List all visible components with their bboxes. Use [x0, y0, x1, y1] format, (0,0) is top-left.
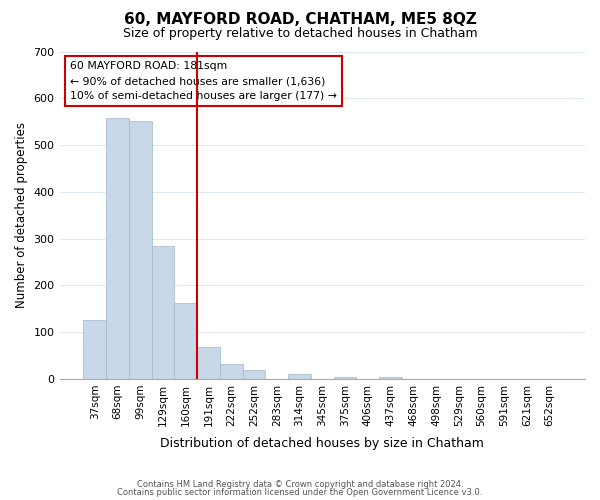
Bar: [288, 374, 311, 379]
Bar: [334, 376, 356, 379]
Text: Contains HM Land Registry data © Crown copyright and database right 2024.: Contains HM Land Registry data © Crown c…: [137, 480, 463, 489]
Bar: [83, 320, 106, 379]
Text: 60 MAYFORD ROAD: 181sqm
← 90% of detached houses are smaller (1,636)
10% of semi: 60 MAYFORD ROAD: 181sqm ← 90% of detache…: [70, 62, 337, 101]
Text: Contains public sector information licensed under the Open Government Licence v3: Contains public sector information licen…: [118, 488, 482, 497]
Y-axis label: Number of detached properties: Number of detached properties: [15, 122, 28, 308]
Bar: [379, 378, 402, 379]
Text: 60, MAYFORD ROAD, CHATHAM, ME5 8QZ: 60, MAYFORD ROAD, CHATHAM, ME5 8QZ: [124, 12, 476, 28]
X-axis label: Distribution of detached houses by size in Chatham: Distribution of detached houses by size …: [160, 437, 484, 450]
Bar: [129, 120, 152, 379]
Bar: [197, 347, 220, 379]
Text: Size of property relative to detached houses in Chatham: Size of property relative to detached ho…: [122, 28, 478, 40]
Bar: [152, 246, 175, 379]
Bar: [175, 302, 197, 379]
Bar: [220, 364, 242, 379]
Bar: [242, 370, 265, 379]
Bar: [106, 118, 129, 379]
